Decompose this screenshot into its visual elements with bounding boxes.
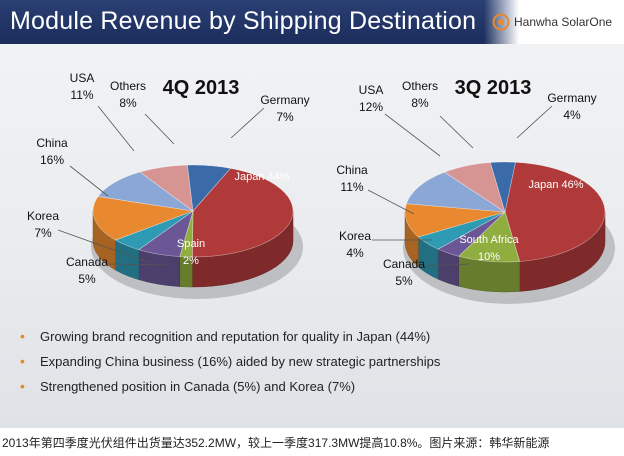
- bullet-text: Growing brand recognition and reputation…: [40, 329, 431, 344]
- slice-value-china: 11%: [340, 180, 363, 194]
- slice-name-south-africa: South Africa: [459, 234, 519, 246]
- slice-name-germany: Germany: [260, 93, 309, 107]
- bullet-dot-icon: •: [20, 353, 25, 369]
- chart-title: 4Q 2013: [163, 77, 240, 99]
- bullet-item: • Strengthened position in Canada (5%) an…: [18, 378, 440, 403]
- slice-value-canada: 5%: [78, 272, 96, 286]
- slice-name-china: China: [336, 163, 368, 177]
- slice-value-usa: 12%: [359, 100, 383, 114]
- leader-line: [57, 229, 151, 264]
- leader-line: [69, 165, 109, 197]
- bullet-text: Strengthened position in Canada (5%) and…: [40, 379, 356, 394]
- bullet-item: • Expanding China business (16%) aided by…: [18, 353, 440, 378]
- slice-value-others: 8%: [119, 96, 137, 110]
- slice-value-korea: 7%: [34, 226, 52, 240]
- slice-value-others: 8%: [411, 96, 429, 110]
- leader-line: [107, 263, 169, 266]
- pie-chart-2: 3Q 2013 Japan 46% South Africa 10% Korea 4% Ca…: [336, 77, 615, 304]
- slice-name-china: China: [36, 136, 68, 150]
- slice-name-korea: Korea: [27, 209, 59, 223]
- company-logo: Hanwha SolarOne: [484, 0, 624, 44]
- slice-name-canada: Canada: [66, 255, 108, 269]
- chart-title: 3Q 2013: [455, 77, 532, 99]
- data-label-japan: Japan 46%: [528, 179, 583, 191]
- pie-charts: 4Q 2013 Japan 44% Spain 2% Korea 7% Canada 5% Ch…: [27, 71, 615, 304]
- bullet-dot-icon: •: [20, 378, 25, 394]
- slice-name-korea: Korea: [339, 229, 371, 243]
- bullet-list: • Growing brand recognition and reputatio…: [18, 328, 440, 403]
- slice-name-usa: USA: [359, 83, 384, 97]
- slice-name-canada: Canada: [383, 257, 425, 271]
- presentation-slide: Module Revenue by Shipping Destination H…: [0, 0, 624, 428]
- leader-line: [516, 105, 553, 139]
- bullet-text: Expanding China business (16%) aided by …: [40, 354, 441, 369]
- leader-line: [384, 113, 441, 157]
- pie-slice-germany: [489, 161, 516, 213]
- leader-line: [144, 113, 175, 145]
- slice-value-usa: 11%: [70, 88, 93, 102]
- slice-name-others: Others: [110, 79, 146, 93]
- leader-line: [423, 263, 471, 267]
- slice-value-china: 16%: [40, 153, 64, 167]
- pie-slice-germany: [187, 164, 232, 212]
- leader-line: [367, 189, 415, 215]
- slice-value-spain: 2%: [183, 255, 199, 267]
- logo-text: Hanwha SolarOne: [514, 15, 613, 29]
- leader-line: [230, 107, 265, 139]
- slice-name-spain: Spain: [177, 238, 205, 250]
- slide-title: Module Revenue by Shipping Destination: [10, 7, 477, 35]
- leader-line: [439, 115, 474, 149]
- slice-name-usa: USA: [70, 71, 95, 85]
- slice-value-south-africa: 10%: [478, 251, 500, 263]
- slice-value-canada: 5%: [395, 274, 413, 288]
- bullet-dot-icon: •: [20, 328, 25, 344]
- slice-name-others: Others: [402, 79, 438, 93]
- slice-value-germany: 7%: [276, 110, 294, 124]
- slice-value-germany: 4%: [563, 108, 581, 122]
- pie-slice-china: [404, 203, 506, 238]
- leader-line: [97, 105, 135, 152]
- slice-name-germany: Germany: [547, 91, 596, 105]
- pie-chart-1: 4Q 2013 Japan 44% Spain 2% Korea 7% Canada 5% Ch…: [27, 71, 310, 299]
- bullet-item: • Growing brand recognition and reputatio…: [18, 328, 440, 353]
- pie-slice-japan: [191, 168, 294, 258]
- pie-slice-usa: [97, 171, 194, 212]
- slice-value-korea: 4%: [346, 246, 364, 260]
- title-bar: Module Revenue by Shipping Destination H…: [0, 0, 624, 44]
- data-label-japan: Japan 44%: [234, 171, 289, 183]
- logo-circle-icon: [492, 13, 510, 31]
- pie-slice-usa: [405, 171, 506, 213]
- pie-slice-japan: [504, 161, 606, 262]
- image-caption: 2013年第四季度光伏组件出货量达352.2MW，较上一季度317.3MW提高1…: [2, 436, 550, 450]
